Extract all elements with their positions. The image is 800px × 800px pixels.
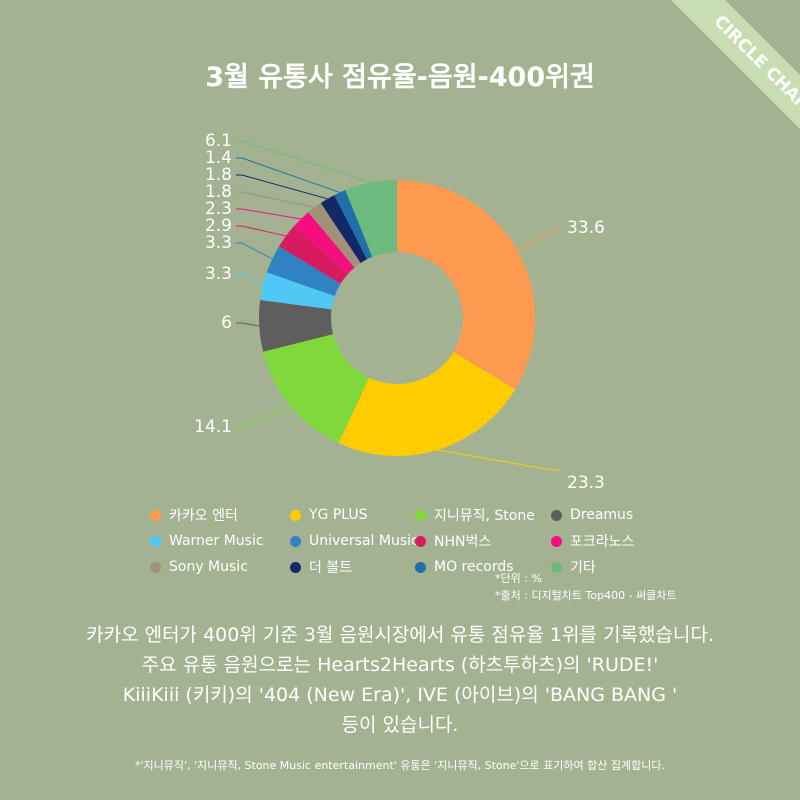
legend-label: Dreamus — [570, 507, 634, 523]
legend-label: Sony Music — [169, 559, 248, 575]
legend-label: 더 볼트 — [309, 560, 353, 576]
legend-item: YG PLUS — [290, 505, 415, 525]
donut-slice — [338, 352, 516, 456]
leader-line — [236, 405, 291, 428]
summary-text: 카카오 엔터가 400위 기준 3월 음원시장에서 유통 점유율 1위를 기록했… — [0, 620, 800, 740]
legend-swatch — [150, 535, 161, 547]
legend-item: 기타 — [551, 557, 661, 577]
legend-label: 포크라노스 — [570, 534, 635, 550]
donut-slice — [293, 212, 355, 275]
legend-label: YG PLUS — [309, 507, 368, 523]
slice-value-label: 6 — [221, 313, 232, 333]
source-note: *출처 : 디지털차트 Top400 - 써클차트 — [495, 589, 677, 602]
summary-line-4: 등이 있습니다. — [341, 714, 459, 736]
donut-slice — [266, 246, 341, 297]
summary-line-1: 카카오 엔터가 400위 기준 3월 음원시장에서 유통 점유율 1위를 기록했… — [86, 624, 714, 646]
leader-line — [236, 157, 340, 193]
legend-swatch — [551, 509, 562, 521]
legend-swatch — [150, 509, 161, 521]
legend-item: Warner Music — [150, 531, 290, 551]
legend-item: Universal Music — [290, 531, 419, 551]
slice-value-label: 6.1 — [205, 131, 232, 151]
slice-value-label: 14.1 — [194, 417, 232, 437]
legend-swatch — [551, 535, 562, 547]
legend-item: NHN벅스 — [415, 531, 551, 551]
donut-slice — [308, 202, 361, 268]
legend-swatch — [290, 509, 301, 521]
summary-line-3: KiiiKiii (키키)의 '404 (New Era)', IVE (아이브… — [122, 684, 678, 706]
legend-label: NHN벅스 — [434, 534, 492, 550]
leader-line — [236, 225, 287, 237]
leader-line — [236, 174, 328, 200]
legend-swatch — [290, 561, 301, 573]
legend-swatch — [551, 561, 562, 573]
slice-value-label: 3.3 — [205, 264, 232, 284]
legend-swatch — [415, 535, 426, 547]
chart-title: 3월 유통사 점유율-음원-400위권 — [205, 62, 595, 93]
leader-line — [236, 191, 315, 208]
leader-line — [236, 208, 301, 220]
slice-value-label: 2.9 — [205, 216, 232, 236]
slice-value-label: 3.3 — [205, 233, 232, 253]
footnote: *'지니뮤직', '지니뮤직, Stone Music entertainmen… — [135, 759, 665, 772]
slice-value-label: 33.6 — [567, 218, 605, 238]
legend-label: 카카오 엔터 — [169, 508, 238, 524]
legend-swatch — [415, 561, 426, 573]
leader-line — [236, 242, 273, 260]
legend-item: Dreamus — [551, 505, 661, 525]
chart-legend: 카카오 엔터 YG PLUS 지니뮤직, Stone Dreamus Warner Mu… — [150, 505, 670, 577]
leader-line — [516, 227, 560, 251]
leader-line — [236, 273, 264, 287]
donut-slice — [397, 180, 536, 390]
legend-item: 지니뮤직, Stone — [415, 505, 551, 525]
legend-label: Warner Music — [169, 533, 264, 549]
donut-slice — [259, 300, 334, 352]
slice-value-label: 1.8 — [205, 165, 232, 185]
legend-label: Universal Music — [309, 533, 419, 549]
legend-label: 기타 — [570, 560, 596, 576]
leader-line — [437, 449, 560, 471]
leader-line — [236, 140, 371, 184]
donut-slice — [334, 190, 373, 260]
donut-slice — [263, 334, 370, 444]
legend-label: MO records — [434, 559, 514, 575]
slice-value-label: 1.4 — [205, 148, 232, 168]
slice-value-label: 1.8 — [205, 182, 232, 202]
unit-note: *단위 : % — [495, 572, 542, 585]
leader-line — [236, 322, 260, 327]
slice-value-label: 2.3 — [205, 199, 232, 219]
donut-slice — [320, 195, 368, 263]
legend-swatch — [415, 509, 426, 521]
donut-slice — [279, 226, 348, 284]
slice-value-label: 23.3 — [567, 473, 605, 493]
donut-slice — [260, 272, 335, 310]
legend-item: 포크라노스 — [551, 531, 661, 551]
summary-line-2: 주요 유통 음원으로는 Hearts2Hearts (하츠투하츠)의 'RUDE… — [141, 654, 659, 676]
donut-slice — [345, 180, 397, 257]
legend-swatch — [150, 561, 161, 573]
chart-notes: *단위 : % *출처 : 디지털차트 Top400 - 써클차트 — [495, 570, 677, 604]
legend-swatch — [290, 535, 301, 547]
legend-item: MO records — [415, 557, 551, 577]
legend-item: 더 볼트 — [290, 557, 415, 577]
legend-label: 지니뮤직, Stone — [434, 508, 535, 524]
legend-item: 카카오 엔터 — [150, 505, 290, 525]
legend-item: Sony Music — [150, 557, 290, 577]
